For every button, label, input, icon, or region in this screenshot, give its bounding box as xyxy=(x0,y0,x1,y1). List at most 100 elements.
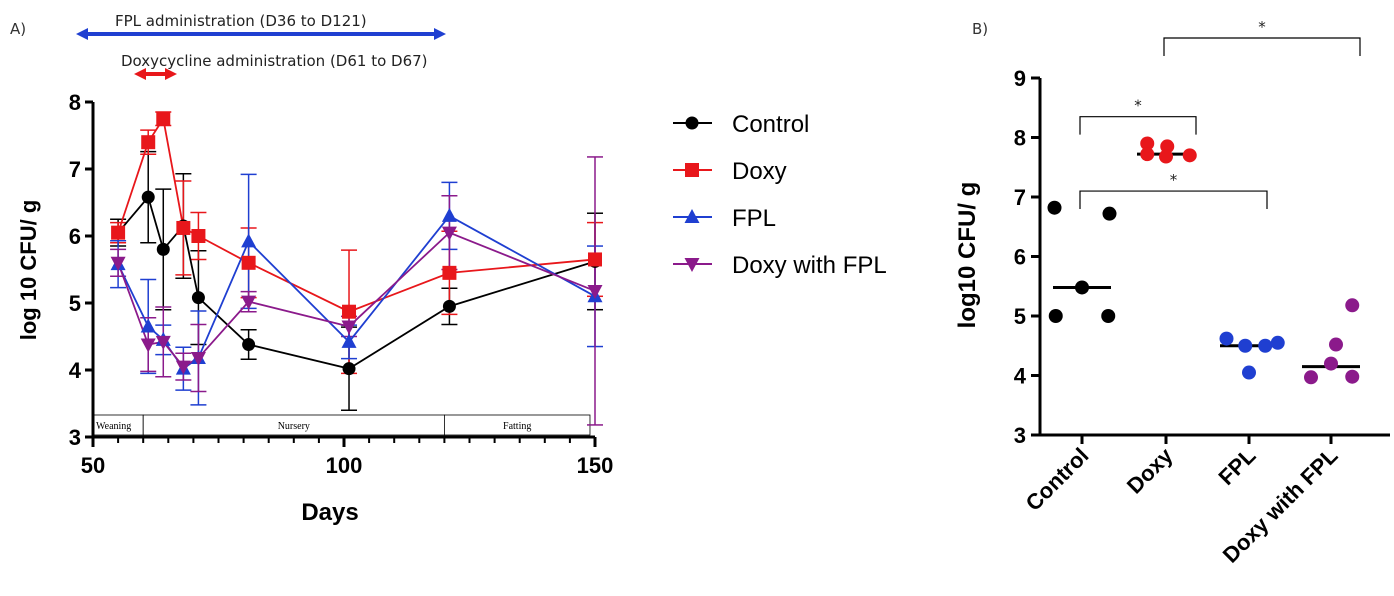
y-tick-label: 4 xyxy=(1014,364,1027,389)
panel-a-phase-bar: Weaning Nursery Fatting xyxy=(92,414,591,436)
y-tick-label: 5 xyxy=(1014,304,1026,329)
series-marker-circle xyxy=(156,242,170,256)
y-tick-label: 8 xyxy=(69,90,81,115)
data-point xyxy=(1159,149,1173,164)
panel-a-annotations: FPL administration (D36 to D121) Doxycycl… xyxy=(76,12,446,80)
series-marker-triangle-down xyxy=(587,284,603,299)
x-tick-label: Doxy xyxy=(1122,442,1178,498)
data-point xyxy=(1270,335,1285,350)
significance-star: * xyxy=(1170,171,1178,189)
x-tick-label: 50 xyxy=(81,453,105,478)
series-marker-triangle-up xyxy=(341,333,357,348)
y-tick-label: 5 xyxy=(69,291,81,316)
data-point xyxy=(1182,148,1197,163)
series-marker-square xyxy=(685,163,699,177)
annotation-arrow-head-right xyxy=(434,28,446,40)
panel-b-y-axis-title: log10 CFU/ g xyxy=(954,182,981,329)
series-marker-square xyxy=(588,252,602,267)
y-tick-label: 6 xyxy=(69,224,81,249)
data-point xyxy=(1329,337,1343,352)
series-marker-square xyxy=(191,229,206,243)
series-marker-triangle-down xyxy=(190,351,206,366)
phase-label: Weaning xyxy=(96,421,131,432)
series-marker-triangle-down xyxy=(140,338,156,353)
series-marker-square xyxy=(241,255,256,270)
y-tick-label: 7 xyxy=(1014,185,1026,210)
data-point xyxy=(1345,369,1360,384)
data-point xyxy=(1102,206,1117,221)
panel-a-markers xyxy=(110,111,603,376)
y-tick-label: 7 xyxy=(69,157,81,182)
significance-bracket xyxy=(1079,116,1197,135)
annotation-label: FPL administration (D36 to D121) xyxy=(115,12,367,30)
phase-label: Fatting xyxy=(503,421,531,432)
legend-label: Doxy xyxy=(732,158,787,185)
panel-a-series-lines xyxy=(117,116,596,370)
data-point xyxy=(1140,147,1155,162)
series-marker-triangle-down xyxy=(241,295,257,310)
series-marker-square xyxy=(342,304,357,319)
annotation-label: Doxycycline administration (D61 to D67) xyxy=(121,52,428,70)
panel-a-line-chart: A) FPL administration (D36 to D121) Doxyc… xyxy=(10,12,613,526)
data-point xyxy=(1101,309,1116,323)
legend: Control Doxy FPL Doxy with FPL xyxy=(673,111,887,279)
y-tick-label: 8 xyxy=(1014,126,1026,151)
series-marker-circle xyxy=(141,190,155,204)
series-marker-square xyxy=(156,111,171,126)
series-marker-circle xyxy=(442,299,456,313)
series-marker-circle xyxy=(242,338,256,352)
annotation-arrow-head-left xyxy=(76,28,88,40)
panel-b-significance-brackets: * * * xyxy=(1079,18,1361,210)
series-marker-circle xyxy=(685,116,699,130)
data-point xyxy=(1324,356,1338,371)
panel-a-error-bars xyxy=(110,111,603,426)
series-line xyxy=(117,214,596,370)
series-marker-triangle-up xyxy=(241,233,257,248)
panel-a-axes: 3 4 5 6 7 8 50 100 150 xyxy=(69,90,614,478)
y-tick-label: 4 xyxy=(69,358,82,383)
annotation-arrow-head-left xyxy=(134,68,146,80)
series-marker-triangle-down xyxy=(341,320,357,335)
series-marker-triangle-down xyxy=(175,360,191,375)
x-tick-label: 100 xyxy=(326,453,363,478)
x-tick-label: Control xyxy=(1021,443,1094,516)
data-point xyxy=(1258,338,1273,353)
x-tick-label: FPL xyxy=(1213,443,1260,490)
panel-a-label: A) xyxy=(10,20,26,38)
series-marker-square xyxy=(442,265,457,280)
panel-a-y-axis-title: log 10 CFU/ g xyxy=(16,200,41,341)
significance-bracket xyxy=(1079,190,1268,210)
data-point xyxy=(1304,370,1318,385)
x-tick-label: 150 xyxy=(577,453,614,478)
data-point xyxy=(1047,200,1062,215)
series-marker-circle xyxy=(191,291,205,305)
data-point xyxy=(1219,331,1234,346)
y-tick-label: 6 xyxy=(1014,245,1026,270)
series-marker-triangle-down xyxy=(155,335,171,350)
data-point xyxy=(1242,365,1256,380)
significance-bracket xyxy=(1163,37,1361,56)
legend-label: FPL xyxy=(732,205,776,232)
data-point xyxy=(1140,136,1155,151)
series-marker-circle xyxy=(342,362,356,376)
y-tick-label: 9 xyxy=(1014,66,1026,91)
data-point xyxy=(1238,338,1253,353)
series-marker-triangle-down xyxy=(441,226,457,241)
series-marker-triangle-up xyxy=(441,207,457,222)
phase-label: Nursery xyxy=(278,421,310,432)
series-marker-triangle-down xyxy=(110,256,126,271)
data-point xyxy=(1048,309,1063,323)
data-point xyxy=(1075,280,1089,295)
series-marker-square xyxy=(141,135,156,150)
panel-b-points xyxy=(1047,136,1360,385)
series-marker-square xyxy=(176,220,191,235)
data-point xyxy=(1345,298,1360,313)
series-marker-triangle-up xyxy=(684,209,700,223)
panel-a-x-axis-title: Days xyxy=(301,499,358,526)
significance-star: * xyxy=(1134,97,1142,115)
series-marker-square xyxy=(111,225,126,240)
series-marker-triangle-up xyxy=(140,318,156,333)
